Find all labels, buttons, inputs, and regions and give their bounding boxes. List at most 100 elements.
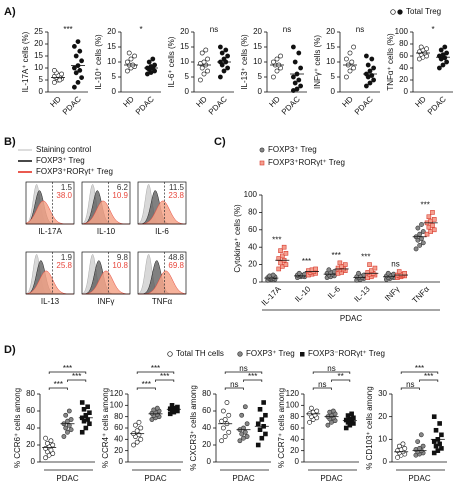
- y-tick-label: 120: [110, 389, 124, 398]
- data-point: [351, 44, 356, 50]
- legend-label: Total Treg: [406, 7, 441, 16]
- data-point: [87, 421, 92, 427]
- data-point: [418, 432, 424, 438]
- data-point: [63, 425, 69, 431]
- data-point: [396, 443, 402, 449]
- significance: ***: [302, 257, 311, 266]
- significance: ***: [63, 25, 72, 34]
- y-tick-label: 60: [290, 423, 299, 432]
- data-point: [431, 217, 437, 222]
- data-point: [276, 266, 282, 272]
- rorgt-histogram: [138, 270, 187, 295]
- data-point: [77, 48, 83, 54]
- y-tick-label: 100: [395, 27, 409, 36]
- histogram-frame: [81, 251, 131, 295]
- y-tick-label: 20: [378, 412, 387, 421]
- data-point: [337, 260, 343, 266]
- data-point: [436, 65, 442, 71]
- legend-marker: [390, 9, 396, 15]
- category-label: HD: [48, 94, 63, 109]
- data-point: [48, 438, 54, 444]
- significance-bracket: [400, 387, 420, 390]
- category-label: HD: [413, 94, 428, 109]
- data-point: [363, 53, 369, 59]
- data-point: [73, 70, 79, 76]
- data-point: [150, 56, 156, 62]
- y-tick-label: 10: [378, 434, 387, 443]
- significance: ***: [248, 372, 257, 381]
- y-tick-label: 0: [39, 87, 44, 96]
- y-tick-label: 60: [248, 225, 257, 234]
- y-tick-label: 0: [207, 457, 212, 466]
- y-tick-label: 25: [34, 27, 43, 36]
- y-tick-label: 80: [399, 39, 408, 48]
- data-point: [415, 225, 421, 231]
- y-axis-label: % CCR7⁺ cells among: [277, 388, 286, 468]
- data-point: [280, 253, 285, 259]
- data-point: [400, 441, 406, 447]
- data-point: [278, 53, 283, 59]
- data-point: [371, 65, 376, 71]
- x-axis-label: PDAC: [340, 314, 362, 323]
- y-axis-label: IL-10⁺ cells (%): [94, 34, 103, 90]
- data-point: [72, 84, 77, 90]
- y-tick-label: 80: [26, 389, 35, 398]
- data-point: [431, 414, 437, 419]
- data-point: [439, 446, 444, 451]
- data-point: [298, 83, 303, 89]
- data-point: [308, 405, 314, 411]
- data-point: [426, 214, 432, 220]
- y-axis-label: % CD103⁺ cells among: [365, 386, 374, 469]
- data-point: [219, 50, 225, 56]
- data-point: [83, 425, 89, 431]
- y-axis-label: IL-13⁺ cells (%): [240, 34, 249, 90]
- y-tick-label: 20: [26, 440, 35, 449]
- data-point: [313, 266, 318, 272]
- significance: ***: [420, 201, 429, 210]
- legend-label: Total TH cells: [176, 349, 224, 358]
- significance: ***: [54, 380, 63, 389]
- data-point: [347, 50, 353, 56]
- data-point: [283, 250, 289, 256]
- data-point: [52, 68, 57, 73]
- data-point: [325, 422, 331, 428]
- y-tick-label: 15: [253, 42, 262, 51]
- data-point: [68, 417, 74, 422]
- data-point: [77, 68, 83, 73]
- value-label: 9.8: [117, 253, 129, 262]
- data-point: [296, 270, 302, 276]
- data-point: [199, 50, 205, 56]
- data-point: [347, 68, 353, 74]
- y-tick-label: 40: [114, 434, 123, 443]
- data-point: [369, 56, 375, 62]
- legend-label: FOXP3⁺ Treg: [268, 145, 317, 154]
- value-label: 10.9: [112, 191, 128, 200]
- data-point: [220, 425, 226, 431]
- significance-bracket: [48, 387, 68, 390]
- data-point: [134, 428, 140, 434]
- significance: ***: [415, 364, 424, 373]
- histogram-label: TNFα: [152, 297, 173, 306]
- data-point: [263, 412, 268, 418]
- significance: ns: [210, 25, 218, 34]
- value-label: 38.0: [56, 191, 72, 200]
- y-tick-label: 40: [248, 242, 257, 251]
- data-point: [444, 50, 449, 56]
- data-point: [132, 422, 138, 428]
- data-point: [430, 223, 435, 228]
- data-point: [413, 246, 419, 252]
- significance: *: [431, 25, 434, 34]
- category-label: INFγ: [383, 285, 401, 303]
- y-tick-label: 0: [258, 87, 263, 96]
- data-point: [79, 75, 84, 80]
- significance: ***: [72, 372, 81, 381]
- data-point: [205, 56, 210, 62]
- y-axis-label: IL-6⁺ cells (%): [167, 36, 176, 87]
- data-point: [79, 429, 85, 435]
- significance-bracket: [48, 371, 87, 374]
- data-point: [43, 435, 48, 441]
- rorgt-histogram: [138, 200, 187, 225]
- x-axis-label: PDAC: [232, 474, 254, 483]
- data-point: [294, 86, 300, 92]
- data-point: [330, 408, 336, 414]
